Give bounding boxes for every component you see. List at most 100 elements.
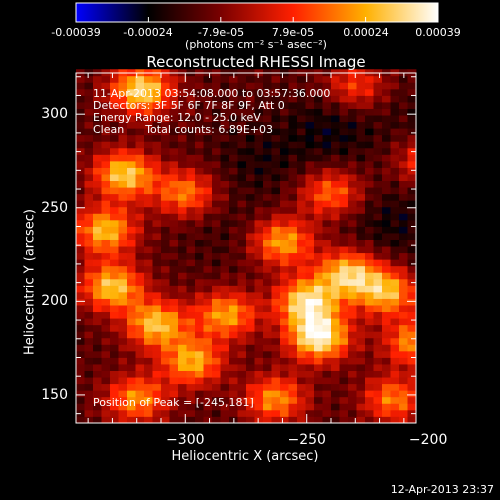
heatmap-cell	[246, 95, 255, 103]
heatmap-cell	[212, 154, 221, 162]
heatmap-cell	[246, 167, 255, 175]
heatmap-cell	[356, 233, 366, 240]
heatmap-cell	[297, 344, 306, 352]
heatmap-cell	[212, 141, 221, 149]
heatmap-cell	[339, 180, 349, 188]
heatmap-cell	[203, 75, 213, 83]
heatmap-cell	[322, 206, 332, 214]
heatmap-cell	[254, 331, 264, 339]
heatmap-cell	[169, 403, 179, 411]
heatmap-cell	[373, 403, 383, 411]
heatmap-cell	[297, 390, 306, 398]
heatmap-cell	[118, 409, 128, 417]
heatmap-cell	[305, 95, 315, 103]
heatmap-cell	[254, 82, 264, 90]
heatmap-cell	[186, 318, 196, 326]
heatmap-cell	[314, 160, 323, 168]
heatmap-cell	[356, 239, 366, 247]
heatmap-cell	[280, 187, 289, 195]
heatmap-cell	[348, 193, 357, 201]
heatmap-cell	[169, 141, 179, 149]
heatmap-cell	[246, 82, 255, 90]
heatmap-cell	[110, 141, 119, 149]
heatmap-cell	[127, 160, 136, 168]
heatmap-cell	[254, 88, 264, 96]
heatmap-cell	[152, 233, 162, 240]
heatmap-cell	[229, 180, 238, 188]
heatmap-cell	[169, 75, 179, 83]
heatmap-cell	[212, 318, 221, 326]
heatmap-cell	[144, 324, 153, 332]
heatmap-cell	[407, 95, 417, 103]
heatmap-cell	[331, 206, 340, 214]
heatmap-cell	[271, 403, 281, 411]
heatmap-cell	[305, 115, 315, 123]
heatmap-cell	[356, 416, 366, 424]
heatmap-cell	[365, 147, 374, 155]
heatmap-cell	[314, 331, 323, 339]
heatmap-cell	[365, 75, 374, 83]
heatmap-cell	[110, 239, 119, 247]
heatmap-cell	[93, 180, 102, 188]
heatmap-cell	[365, 206, 374, 214]
heatmap-cell	[144, 291, 153, 299]
heatmap-cell	[271, 180, 281, 188]
heatmap-cell	[407, 128, 417, 136]
heatmap-cell	[399, 252, 408, 260]
heatmap-cell	[229, 174, 238, 182]
heatmap-cell	[144, 318, 153, 326]
heatmap-cell	[220, 206, 230, 214]
heatmap-cell	[322, 318, 332, 326]
heatmap-cell	[203, 128, 213, 136]
heatmap-cell	[348, 206, 357, 214]
heatmap-cell	[288, 291, 298, 299]
heatmap-cell	[254, 174, 264, 182]
heatmap-cell	[93, 239, 102, 247]
heatmap-cell	[322, 115, 332, 123]
heatmap-cell	[144, 350, 153, 358]
heatmap-cell	[271, 291, 281, 299]
heatmap-cell	[399, 154, 408, 162]
heatmap-cell	[254, 239, 264, 247]
heatmap-cell	[271, 174, 281, 182]
heatmap-cell	[373, 193, 383, 201]
heatmap-cell	[203, 278, 213, 286]
heatmap-cell	[280, 416, 289, 424]
heatmap-cell	[390, 390, 400, 398]
heatmap-cell	[288, 141, 298, 149]
heatmap-cell	[127, 370, 136, 378]
heatmap-cell	[373, 226, 383, 234]
heatmap-cell	[390, 246, 400, 254]
heatmap-cell	[322, 252, 332, 260]
heatmap-cell	[246, 239, 255, 247]
heatmap-cell	[365, 141, 374, 149]
heatmap-cell	[297, 409, 306, 417]
heatmap-cell	[161, 154, 170, 162]
heatmap-cell	[331, 95, 340, 103]
heatmap-cell	[127, 390, 136, 398]
heatmap-cell	[237, 383, 247, 391]
heatmap-cell	[152, 82, 162, 90]
heatmap-cell	[161, 298, 170, 306]
heatmap-cell	[280, 154, 289, 162]
heatmap-cell	[356, 121, 366, 129]
heatmap-cell	[118, 324, 128, 332]
heatmap-cell	[314, 246, 323, 254]
heatmap-cell	[297, 396, 306, 404]
heatmap-cell	[348, 226, 357, 234]
heatmap-cell	[229, 357, 238, 365]
heatmap-cell	[331, 187, 340, 195]
heatmap-cell	[93, 187, 102, 195]
heatmap-cell	[110, 377, 119, 385]
heatmap-cell	[271, 311, 281, 319]
heatmap-cell	[365, 219, 374, 227]
heatmap-cell	[93, 318, 102, 326]
heatmap-cell	[297, 174, 306, 182]
heatmap-cell	[237, 213, 247, 221]
heatmap-cell	[84, 193, 94, 201]
heatmap-cell	[110, 344, 119, 352]
heatmap-cell	[263, 272, 272, 280]
heatmap-cell	[280, 357, 289, 365]
heatmap-cell	[356, 383, 366, 391]
heatmap-cell	[322, 82, 332, 90]
